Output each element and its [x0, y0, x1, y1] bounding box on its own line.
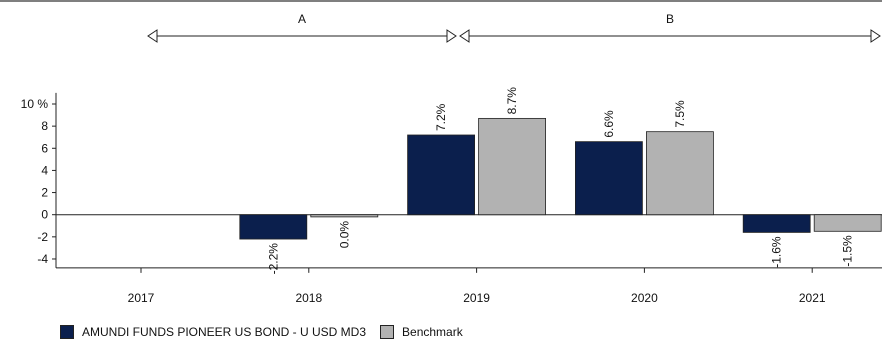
bar — [575, 141, 643, 216]
bar — [742, 214, 811, 233]
y-tick-label: 6 — [41, 141, 48, 155]
x-tick-label: 2017 — [128, 291, 155, 305]
period-arrowhead-right — [446, 29, 457, 43]
data-labels: -2.2% 7.2% 6.6% -1.6% 0.0% 8.7% 7.5% -1.5% — [266, 87, 854, 275]
data-label: 0.0% — [337, 221, 351, 249]
data-label: 8.7% — [505, 87, 519, 115]
y-tick-label: -4 — [37, 252, 48, 266]
data-label: 7.2% — [434, 103, 448, 131]
period-arrowhead-left — [147, 29, 158, 43]
period-arrowhead-right — [870, 29, 881, 43]
bars — [239, 117, 882, 240]
legend-swatch-benchmark — [380, 325, 395, 339]
y-tick-label: 2 — [41, 186, 48, 200]
period-label: B — [666, 12, 674, 26]
bar — [407, 134, 476, 216]
y-tick-label: 4 — [41, 163, 48, 177]
legend-label-benchmark: Benchmark — [402, 325, 463, 339]
bar — [813, 214, 882, 232]
x-tick-label: 2019 — [463, 291, 490, 305]
bar — [478, 117, 547, 216]
legend: AMUNDI FUNDS PIONEER US BOND - U USD MD3… — [60, 323, 477, 341]
legend-item-benchmark: Benchmark — [380, 325, 463, 339]
y-tick-label: -2 — [37, 230, 48, 244]
bar — [310, 214, 379, 218]
legend-item-fund: AMUNDI FUNDS PIONEER US BOND - U USD MD3 — [60, 325, 366, 339]
x-tick-label: 2018 — [295, 291, 322, 305]
legend-label-fund: AMUNDI FUNDS PIONEER US BOND - U USD MD3 — [82, 325, 367, 339]
x-tick-label: 2021 — [799, 291, 826, 305]
bar — [646, 131, 714, 216]
period-arrowhead-left — [459, 29, 470, 43]
y-tick-label: 0 — [41, 208, 48, 222]
data-label: -2.2% — [266, 243, 280, 275]
y-tick-label: 10 % — [21, 97, 49, 111]
data-label: 6.6% — [602, 110, 616, 138]
period-label: A — [298, 12, 306, 26]
bar — [239, 214, 308, 240]
data-label: -1.5% — [841, 235, 855, 267]
data-label: 7.5% — [673, 100, 687, 128]
legend-swatch-fund — [60, 325, 74, 339]
x-tick-label: 2020 — [631, 291, 658, 305]
data-label: -1.6% — [770, 236, 784, 268]
y-tick-label: 8 — [41, 119, 48, 133]
